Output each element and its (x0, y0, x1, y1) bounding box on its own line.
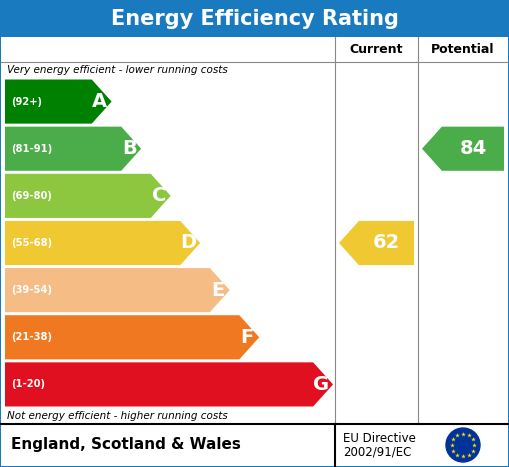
Text: A: A (92, 92, 107, 111)
Polygon shape (5, 174, 171, 218)
Polygon shape (5, 268, 230, 312)
Text: Energy Efficiency Rating: Energy Efficiency Rating (110, 9, 399, 29)
Polygon shape (5, 362, 333, 406)
Text: 2002/91/EC: 2002/91/EC (343, 446, 411, 459)
Text: 84: 84 (459, 139, 487, 158)
Polygon shape (5, 221, 200, 265)
Text: D: D (180, 234, 196, 253)
Text: C: C (152, 186, 166, 205)
Text: (21-38): (21-38) (11, 333, 52, 342)
Text: England, Scotland & Wales: England, Scotland & Wales (11, 438, 241, 453)
Text: Very energy efficient - lower running costs: Very energy efficient - lower running co… (7, 65, 228, 75)
Polygon shape (422, 127, 504, 171)
Bar (1, 37, 508, 424)
Text: (55-68): (55-68) (11, 238, 52, 248)
Text: B: B (122, 139, 136, 158)
Text: 62: 62 (373, 234, 400, 253)
Text: (69-80): (69-80) (11, 191, 52, 201)
Bar (1, 1, 508, 37)
Text: (81-91): (81-91) (11, 144, 52, 154)
Polygon shape (339, 221, 414, 265)
Text: EU Directive: EU Directive (343, 432, 416, 445)
Text: (39-54): (39-54) (11, 285, 52, 295)
Text: (92+): (92+) (11, 97, 42, 106)
Text: G: G (313, 375, 329, 394)
Bar (1, 424, 508, 466)
Text: Current: Current (350, 43, 403, 56)
Polygon shape (5, 127, 141, 171)
Text: Not energy efficient - higher running costs: Not energy efficient - higher running co… (7, 411, 228, 421)
Text: (1-20): (1-20) (11, 379, 45, 389)
Text: F: F (241, 328, 254, 347)
Polygon shape (5, 315, 259, 360)
Text: E: E (211, 281, 224, 300)
Polygon shape (5, 79, 111, 124)
Text: Potential: Potential (431, 43, 495, 56)
Circle shape (446, 428, 480, 462)
